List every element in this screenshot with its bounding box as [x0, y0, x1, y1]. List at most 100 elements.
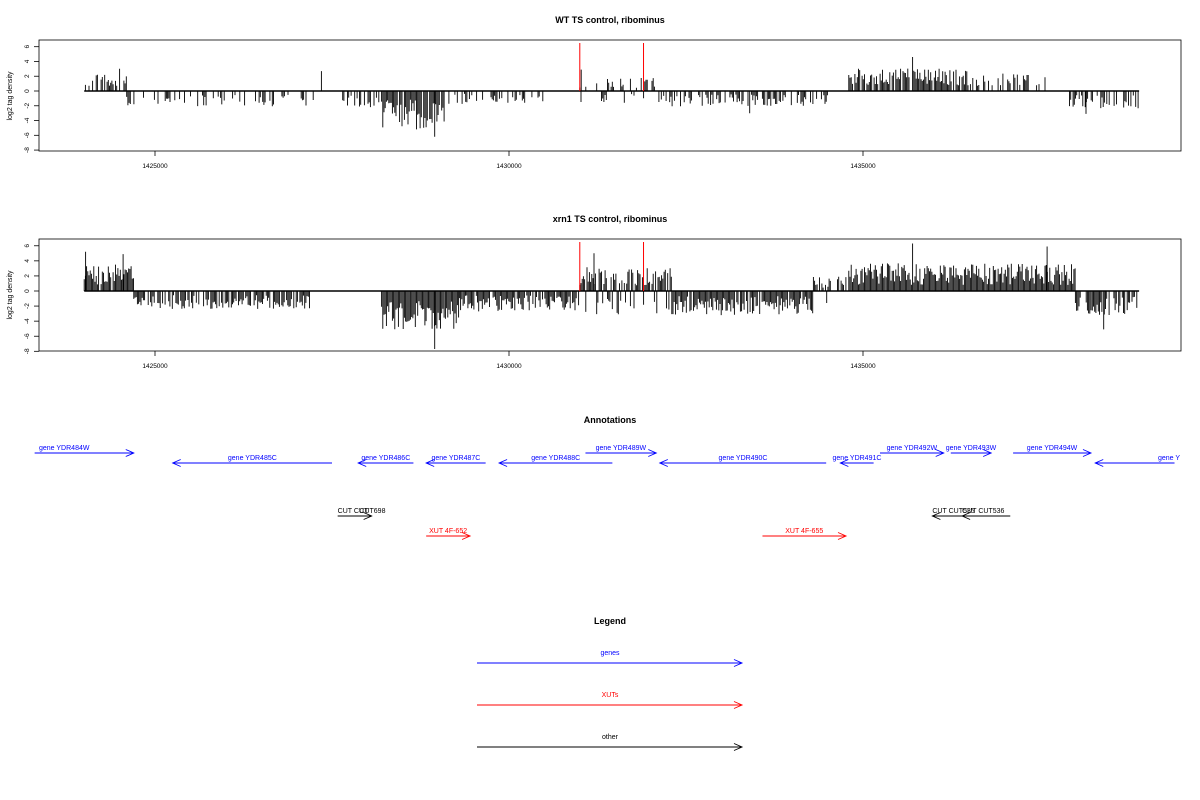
gene-feature: gene YDR492W	[879, 445, 945, 457]
y-tick-label: -2	[24, 102, 31, 108]
feature-arrowhead	[658, 459, 668, 467]
gene-feature: gene Y	[1094, 455, 1180, 467]
legend-item: genes	[477, 650, 744, 667]
feature-label: gene YDR490C	[719, 455, 768, 462]
legend-label: genes	[600, 650, 620, 657]
feature-label: CUT CUT536	[962, 508, 1004, 515]
gene-feature: gene YDR484W	[34, 445, 135, 457]
legend-label: XUTs	[602, 692, 619, 699]
feature-arrowhead	[125, 449, 135, 457]
gene-feature: gene YDR486C	[357, 455, 414, 467]
y-tick-label: 0	[24, 289, 31, 293]
y-tick-label: -4	[24, 117, 31, 123]
other-feature: CUT CUT536	[960, 508, 1011, 520]
y-tick-label: -6	[24, 132, 31, 138]
feature-label: gene YDR493W	[946, 445, 997, 452]
feature-arrowhead	[171, 459, 181, 467]
wt-x-ticks: 1425000 1430000 1435000	[142, 151, 876, 170]
feature-arrowhead	[982, 449, 993, 457]
legend-arrowhead	[733, 701, 744, 709]
feature-label: CUT698	[359, 508, 385, 515]
legend-items: genes XUTs other	[477, 650, 744, 751]
xut-feature: XUT 4F-655	[762, 528, 848, 540]
feature-label: gene YDR484W	[39, 445, 90, 452]
feature-arrowhead	[1094, 459, 1104, 467]
y-tick-label: 6	[24, 244, 31, 248]
density-bars	[83, 243, 1138, 349]
feature-label: gene YDR487C	[431, 455, 480, 462]
gene-feature: gene YDR485C	[171, 455, 332, 467]
wt-plot-frame	[38, 39, 1182, 152]
xrn1-markers	[579, 242, 645, 291]
gene-feature: gene YDR494W	[1013, 445, 1093, 457]
legend: Legend genes XUTs other	[477, 616, 744, 751]
xrn1-x-ticks: 1425000 1430000 1435000	[142, 351, 876, 370]
feature-arrowhead	[931, 512, 941, 520]
feature-label: gene YDR486C	[361, 455, 410, 462]
y-tick-label: -2	[24, 303, 31, 309]
y-tick-label: -4	[24, 318, 31, 324]
feature-label: CUT CUT535	[932, 508, 974, 515]
wt-bars	[84, 57, 1140, 137]
feature-label: gene Y	[1158, 455, 1180, 462]
gene-feature: gene YDR487C	[425, 455, 486, 467]
gene-feature: gene YDR493W	[946, 445, 997, 457]
feature-label: gene YDR488C	[531, 455, 580, 462]
x-tick-label: 1425000	[142, 163, 168, 170]
xrn1-plot-frame	[38, 238, 1182, 352]
feature-arrowhead	[363, 512, 373, 520]
feature-label: gene YDR492W	[887, 445, 938, 452]
feature-arrowhead	[935, 449, 945, 457]
feature-arrowhead	[461, 532, 472, 540]
feature-label: gene YDR494W	[1027, 445, 1078, 452]
feature-arrowhead	[960, 512, 971, 520]
xrn1-y-axis-label: log2 tag density	[7, 270, 14, 320]
legend-item: XUTs	[477, 692, 744, 709]
legend-label: other	[602, 734, 619, 741]
xrn1-y-ticks: -8 -6 -4 -2 0 2 4 6	[24, 244, 39, 354]
feature-label: gene YDR489W	[596, 445, 647, 452]
y-tick-label: 2	[24, 274, 31, 278]
feature-label: XUT 4F-655	[785, 528, 823, 535]
gene-feature: gene YDR491C	[833, 455, 882, 467]
wt-y-axis-label: log2 tag density	[7, 71, 14, 121]
legend-arrowhead	[733, 659, 744, 667]
wt-markers	[579, 43, 645, 91]
x-tick-label: 1435000	[850, 363, 876, 370]
feature-arrows: gene YDR484W gene YDR485C gene YDR486C gene…	[34, 445, 1180, 540]
other-feature: CUT698	[359, 508, 385, 515]
y-tick-label: 4	[24, 259, 31, 263]
density-bars	[84, 57, 1139, 137]
feature-label: gene YDR491C	[833, 455, 882, 462]
x-tick-label: 1430000	[496, 363, 522, 370]
xrn1-panel-title: xrn1 TS control, ribominus	[553, 214, 668, 224]
y-tick-label: -8	[24, 348, 31, 354]
feature-arrowhead	[425, 459, 435, 467]
y-tick-label: -8	[24, 147, 31, 153]
wt-y-ticks: -8 -6 -4 -2 0 2 4 6	[24, 45, 39, 153]
x-tick-label: 1435000	[850, 163, 876, 170]
y-tick-label: 0	[24, 89, 31, 93]
feature-arrowhead	[357, 459, 367, 467]
wt-density-panel: WT TS control, ribominus log2 tag densit…	[7, 15, 1182, 170]
legend-item: other	[477, 734, 744, 751]
xut-feature: XUT 4F-652	[426, 528, 472, 540]
gene-feature: gene YDR490C	[658, 455, 827, 467]
xrn1-bars	[83, 243, 1140, 349]
legend-arrowhead	[733, 743, 744, 751]
annotations-title: Annotations	[584, 415, 637, 425]
gene-feature: gene YDR489W	[585, 445, 658, 457]
feature-arrowhead	[1082, 449, 1093, 457]
y-tick-label: 6	[24, 45, 31, 49]
y-tick-label: 2	[24, 74, 31, 78]
xrn1-density-panel: xrn1 TS control, ribominus log2 tag dens…	[7, 214, 1182, 370]
other-feature: CUT CUT	[337, 508, 373, 520]
feature-label: gene YDR485C	[228, 455, 277, 462]
wt-panel-title: WT TS control, ribominus	[555, 15, 665, 25]
y-tick-label: 4	[24, 59, 31, 63]
y-tick-label: -6	[24, 333, 31, 339]
feature-label: XUT 4F-652	[429, 528, 467, 535]
x-tick-label: 1425000	[142, 363, 168, 370]
